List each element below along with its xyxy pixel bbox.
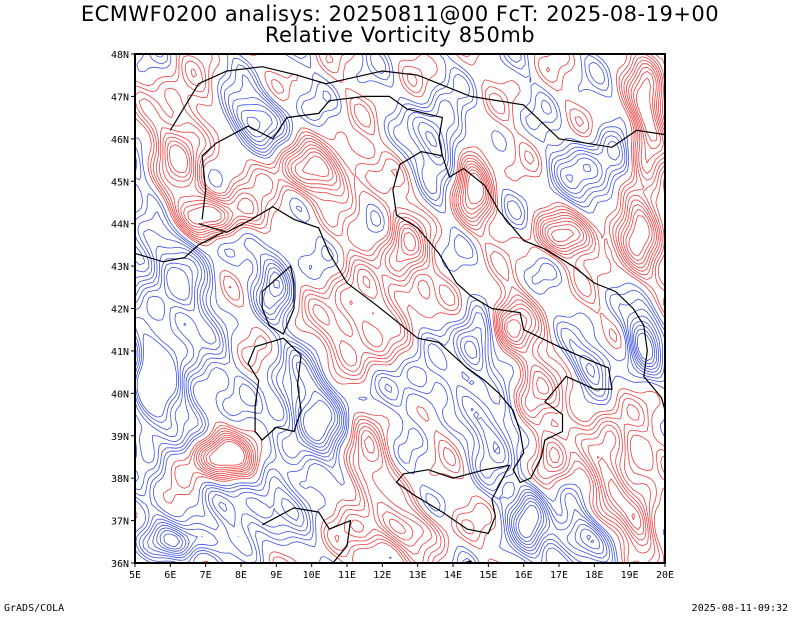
malta-outline <box>461 560 473 563</box>
lon-tick-label: 12E <box>373 570 391 581</box>
french-coast-outline <box>135 231 224 263</box>
positive-vorticity-contour <box>162 63 665 547</box>
lat-tick-label: 46N <box>111 135 129 146</box>
lat-tick-label: 41N <box>111 347 129 358</box>
lat-tick-label: 48N <box>111 50 129 61</box>
longitude-axis: 5E 6E 7E 8E 9E 10E 11E 12E 13E 14E 15E 16E 17E 18E 19E… <box>129 563 674 581</box>
negative-vorticity-contour <box>135 54 665 563</box>
lat-tick-label: 37N <box>111 517 129 528</box>
corsica-outline <box>261 264 295 335</box>
italian-peninsula-outline <box>198 150 613 484</box>
lon-tick-label: 6E <box>164 570 176 581</box>
adriatic-east-coast-outline <box>441 155 665 411</box>
negative-vorticity-contour <box>135 104 659 555</box>
positive-vorticity-contour <box>164 66 664 541</box>
lat-tick-label: 36N <box>111 559 129 570</box>
sardinia-outline <box>247 337 302 441</box>
lat-tick-label: 38N <box>111 474 129 485</box>
lat-tick-label: 45N <box>111 177 129 188</box>
tunisia-coast-outline <box>261 507 352 563</box>
lon-tick-label: 5E <box>129 570 141 581</box>
lon-tick-label: 14E <box>444 570 462 581</box>
lon-tick-label: 11E <box>338 570 356 581</box>
negative-vorticity-contour <box>135 116 656 550</box>
lat-tick-label: 47N <box>111 92 129 103</box>
lat-tick-label: 40N <box>111 389 129 400</box>
lat-tick-label: 42N <box>111 305 129 316</box>
vorticity-contours <box>135 54 665 563</box>
alps-border-outline <box>201 95 444 220</box>
lat-tick-label: 43N <box>111 262 129 273</box>
lon-tick-label: 18E <box>585 570 603 581</box>
lon-tick-label: 7E <box>200 570 212 581</box>
lon-tick-label: 19E <box>621 570 639 581</box>
lon-tick-label: 16E <box>515 570 533 581</box>
lat-tick-label: 39N <box>111 432 129 443</box>
lon-tick-label: 13E <box>409 570 427 581</box>
coastlines-borders <box>135 66 665 563</box>
chart-subtitle: Relative Vorticity 850mb <box>264 23 536 47</box>
lon-tick-label: 20E <box>656 570 674 581</box>
positive-vorticity-contour <box>135 54 665 563</box>
chart-title: ECMWF0200 analisys: 20250811@00 FcT: 202… <box>80 2 720 26</box>
swiss-austria-border-outline <box>169 66 665 148</box>
lon-tick-label: 17E <box>550 570 568 581</box>
lon-tick-label: 8E <box>235 570 247 581</box>
negative-vorticity-contour <box>136 267 654 547</box>
footer-timestamp: 2025-08-11-09:32 <box>691 603 788 614</box>
positive-vorticity-contour <box>169 77 658 521</box>
positive-vorticity-contour <box>166 70 661 534</box>
sicily-outline <box>395 464 511 534</box>
lon-tick-label: 9E <box>270 570 282 581</box>
negative-vorticity-contour <box>135 54 665 563</box>
negative-vorticity-contour <box>135 74 663 563</box>
latitude-axis: 36N 37N 38N 39N 40N 41N 42N 43N 44N 45N 46N 47N 48N <box>111 50 135 570</box>
footer-credit: GrADS/COLA <box>4 603 65 614</box>
lat-tick-label: 44N <box>111 220 129 231</box>
positive-vorticity-contour <box>138 56 665 563</box>
negative-vorticity-contour <box>135 97 661 559</box>
lon-tick-label: 15E <box>479 570 497 581</box>
positive-vorticity-contour <box>159 59 665 555</box>
lon-tick-label: 10E <box>303 570 321 581</box>
